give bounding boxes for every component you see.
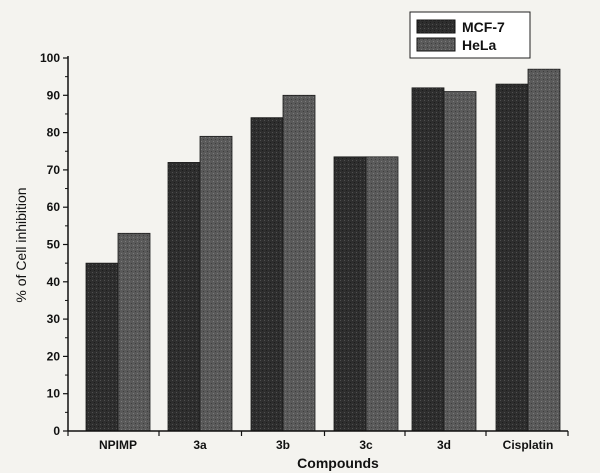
- y-tick-label: 0: [53, 424, 60, 438]
- legend-label-mcf7: MCF-7: [462, 19, 505, 35]
- x-axis-title: Compounds: [297, 455, 379, 471]
- y-tick-label: 10: [47, 387, 61, 401]
- y-tick-label: 70: [47, 163, 61, 177]
- bar-hela-3d: [443, 91, 477, 432]
- legend-swatch-hela: [416, 37, 456, 52]
- bar-mcf7-3b: [250, 117, 284, 432]
- legend-swatch-mcf7: [416, 19, 456, 34]
- bar-mcf7-npimp: [85, 262, 119, 432]
- bar-hela-npimp: [117, 232, 151, 432]
- bar-mcf7-3a: [167, 162, 201, 432]
- x-tick-label: 3d: [437, 438, 451, 452]
- bar-hela-3a: [199, 135, 233, 432]
- y-tick-label: 80: [47, 126, 61, 140]
- legend-label-hela: HeLa: [462, 37, 496, 53]
- legend: MCF-7 HeLa: [409, 11, 531, 59]
- x-tick-label: 3c: [359, 438, 373, 452]
- x-tick-label: Cisplatin: [503, 438, 554, 452]
- y-tick-label: 30: [47, 312, 61, 326]
- x-tick-label: 3b: [276, 438, 290, 452]
- y-axis-title: % of Cell inhibition: [13, 187, 29, 302]
- axes-layer: 0 10 20 30 40 50 60 70 80 90 100 NPIMP 3a 3b 3c 3d Cispl…: [40, 51, 569, 452]
- y-tick-label: 60: [47, 200, 61, 214]
- bar-mcf7-cisplatin: [495, 83, 529, 432]
- y-tick-label: 50: [47, 238, 61, 252]
- bar-mcf7-3c: [333, 156, 367, 432]
- y-tick-label: 20: [47, 349, 61, 363]
- x-tick-label: 3a: [193, 438, 207, 452]
- y-tick-label: 100: [40, 51, 60, 65]
- bars-layer: [85, 68, 561, 432]
- x-tick-label: NPIMP: [99, 438, 137, 452]
- y-tick-label: 40: [47, 275, 61, 289]
- bar-hela-cisplatin: [527, 68, 561, 432]
- y-tick-label: 90: [47, 88, 61, 102]
- bar-mcf7-3d: [411, 87, 445, 432]
- bar-hela-3c: [365, 156, 399, 432]
- bar-hela-3b: [282, 94, 316, 432]
